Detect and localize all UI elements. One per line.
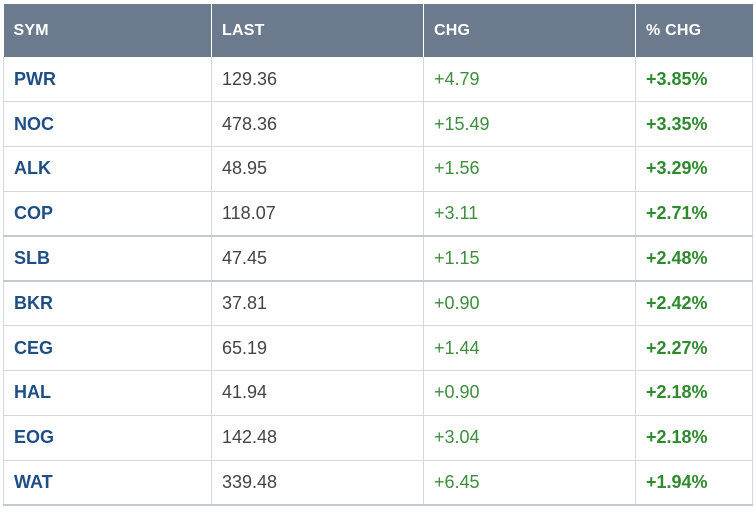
percent-change-cell: +2.27%: [635, 325, 753, 372]
change-cell: +3.04: [423, 415, 636, 461]
change-cell: +3.11: [423, 191, 636, 238]
percent-change-cell: +1.94%: [635, 460, 753, 506]
percent-change-cell: +2.18%: [635, 370, 753, 416]
last-price-cell: 65.19: [211, 325, 424, 372]
last-price-cell: 129.36: [211, 57, 424, 103]
change-cell: +1.56: [423, 146, 636, 192]
symbol-cell[interactable]: EOG: [3, 415, 212, 461]
last-price-cell: 142.48: [211, 415, 424, 461]
percent-change-cell: +3.35%: [635, 101, 753, 148]
percent-change-cell: +2.71%: [635, 191, 753, 238]
change-cell: +15.49: [423, 101, 636, 148]
last-price-cell: 339.48: [211, 460, 424, 506]
symbol-cell[interactable]: HAL: [3, 370, 212, 416]
table-row: BKR 37.81 +0.90 +2.42%: [3, 280, 753, 327]
percent-change-cell: +2.18%: [635, 415, 753, 461]
last-price-cell: 478.36: [211, 101, 424, 148]
change-cell: +1.15: [423, 236, 636, 282]
change-cell: +1.44: [423, 325, 636, 372]
symbol-cell[interactable]: WAT: [3, 460, 212, 506]
table-row: CEG 65.19 +1.44 +2.27%: [3, 325, 753, 372]
stock-gainers-table-container: SYM LAST CHG % CHG PWR 129.36 +4.79 +3.8…: [3, 4, 753, 506]
header-pct-chg[interactable]: % CHG: [635, 4, 753, 57]
change-cell: +4.79: [423, 57, 636, 103]
change-cell: +6.45: [423, 460, 636, 506]
percent-change-cell: +2.48%: [635, 236, 753, 282]
last-price-cell: 48.95: [211, 146, 424, 192]
table-row: NOC 478.36 +15.49 +3.35%: [3, 101, 753, 148]
percent-change-cell: +3.85%: [635, 57, 753, 103]
symbol-cell[interactable]: CEG: [3, 325, 212, 372]
table-row: HAL 41.94 +0.90 +2.18%: [3, 370, 753, 416]
last-price-cell: 37.81: [211, 280, 424, 327]
header-chg[interactable]: CHG: [423, 4, 636, 57]
header-last[interactable]: LAST: [211, 4, 424, 57]
table-row: EOG 142.48 +3.04 +2.18%: [3, 415, 753, 461]
symbol-cell[interactable]: SLB: [3, 236, 212, 282]
header-sym[interactable]: SYM: [3, 4, 212, 57]
change-cell: +0.90: [423, 280, 636, 327]
symbol-cell[interactable]: ALK: [3, 146, 212, 192]
table-row: WAT 339.48 +6.45 +1.94%: [3, 460, 753, 506]
last-price-cell: 47.45: [211, 236, 424, 282]
last-price-cell: 118.07: [211, 191, 424, 238]
change-cell: +0.90: [423, 370, 636, 416]
symbol-cell[interactable]: NOC: [3, 101, 212, 148]
symbol-cell[interactable]: PWR: [3, 57, 212, 103]
table-row: PWR 129.36 +4.79 +3.85%: [3, 57, 753, 103]
table-row: SLB 47.45 +1.15 +2.48%: [3, 236, 753, 282]
table-row: COP 118.07 +3.11 +2.71%: [3, 191, 753, 238]
stock-gainers-table: SYM LAST CHG % CHG PWR 129.36 +4.79 +3.8…: [3, 4, 753, 506]
percent-change-cell: +2.42%: [635, 280, 753, 327]
table-row: ALK 48.95 +1.56 +3.29%: [3, 146, 753, 192]
symbol-cell[interactable]: COP: [3, 191, 212, 238]
last-price-cell: 41.94: [211, 370, 424, 416]
percent-change-cell: +3.29%: [635, 146, 753, 192]
symbol-cell[interactable]: BKR: [3, 280, 212, 327]
table-header-row: SYM LAST CHG % CHG: [3, 4, 753, 57]
